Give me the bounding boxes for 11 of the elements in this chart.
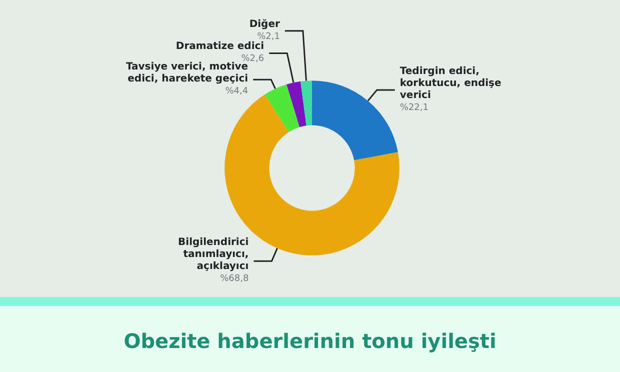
data-label: %2,1 (257, 32, 280, 42)
slice-label: Bilgilendirici tanımlayıcı, açıklayıcı (178, 237, 249, 272)
data-label: %2,6 (241, 54, 264, 64)
data-label: %22,1 (400, 103, 428, 114)
text: Obezite haberlerinin tonu iyileşti (124, 329, 496, 353)
slice-label: Tavsiye verici, motive edici, harekete geçici (126, 62, 248, 85)
slice-label: Tedirgin edici, korkutucu, endişe verici (400, 66, 502, 102)
data-label: %4,4 (225, 86, 248, 97)
data-label: %68,8 (220, 274, 249, 284)
slice-label: Dramatize edici (176, 41, 264, 52)
slice-label: Diğer (249, 18, 280, 30)
